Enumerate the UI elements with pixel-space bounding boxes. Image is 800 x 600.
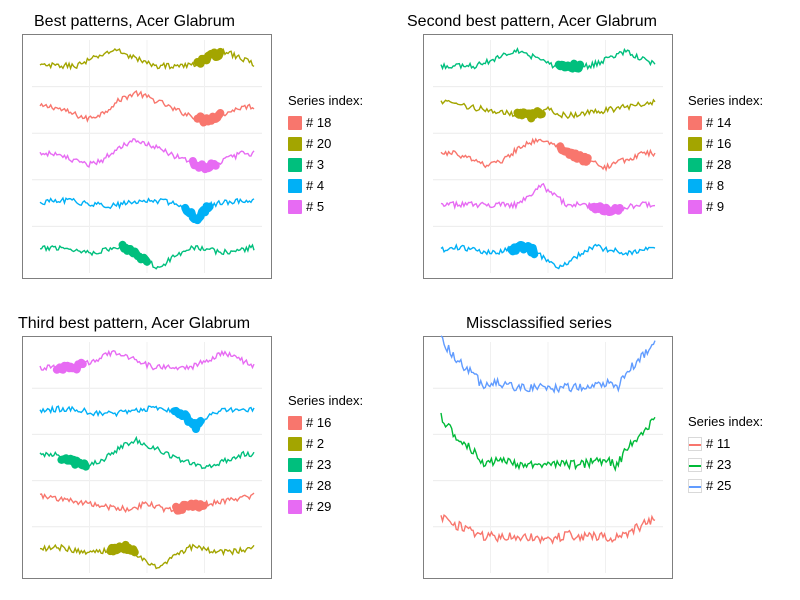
legend-key <box>688 457 702 472</box>
legend-item: # 16 <box>688 133 763 154</box>
legend-label: # 16 <box>706 136 732 151</box>
pattern-highlight-8 <box>507 240 539 259</box>
legend-label: # 28 <box>706 157 732 172</box>
pattern-highlight-23 <box>57 454 90 471</box>
legend-item: # 9 <box>688 196 763 217</box>
legend-label: # 11 <box>706 436 731 451</box>
legend-key <box>288 115 302 130</box>
legend-label: # 3 <box>306 157 325 172</box>
legend-item: # 11 <box>688 433 763 454</box>
series-line-16 <box>440 98 656 121</box>
pattern-highlight-14 <box>556 142 592 166</box>
legend-key <box>688 178 702 193</box>
legend-item: # 20 <box>288 133 363 154</box>
pattern-highlight-28 <box>554 59 585 73</box>
legend-key <box>688 478 702 493</box>
legend-item: # 16 <box>288 412 363 433</box>
legend-key <box>288 457 302 472</box>
series-line-16 <box>39 492 255 514</box>
legend-label: # 5 <box>306 199 325 214</box>
legend-label: # 9 <box>706 199 725 214</box>
chart-group-4 <box>433 335 663 573</box>
legend-title: Series index: <box>288 93 364 108</box>
pattern-highlight-4 <box>181 202 214 225</box>
series-line-2 <box>39 542 255 570</box>
panel-title-1: Best patterns, Acer Glabrum <box>34 13 235 30</box>
legend-label: # 28 <box>306 478 332 493</box>
pattern-highlight-28 <box>170 406 205 433</box>
chart-group-2 <box>433 40 663 273</box>
legend-item: # 4 <box>288 175 363 196</box>
chart-group-3 <box>32 342 262 573</box>
pattern-highlight-9 <box>588 202 624 217</box>
legend-item: # 8 <box>688 175 763 196</box>
pattern-highlight-20 <box>193 47 225 68</box>
panel-title-2: Second best pattern, Acer Glabrum <box>407 13 657 30</box>
legend-1: Series index: # 18 # 20 # 3 # 4 # 5 <box>288 93 363 217</box>
legend-key <box>688 136 702 151</box>
pattern-highlight-29 <box>52 358 87 374</box>
legend-key <box>288 178 302 193</box>
legend-label: # 29 <box>306 499 332 514</box>
legend-label: # 23 <box>706 457 732 472</box>
legend-key <box>288 436 302 451</box>
legend-label: # 14 <box>706 115 732 130</box>
legend-key <box>288 415 302 430</box>
legend-key <box>288 157 302 172</box>
legend-key <box>288 499 302 514</box>
legend-4: Series index: # 11 # 23 # 25 <box>688 414 763 496</box>
series-line-4 <box>39 196 255 222</box>
legend-item: # 14 <box>688 112 763 133</box>
series-line-28 <box>440 46 656 71</box>
legend-label: # 8 <box>706 178 725 193</box>
legend-item: # 29 <box>288 496 363 517</box>
legend-item: # 3 <box>288 154 363 175</box>
pattern-highlight-16 <box>513 107 546 123</box>
legend-key <box>288 199 302 214</box>
legend-item: # 28 <box>288 475 363 496</box>
pattern-highlight-3 <box>118 240 151 266</box>
series-line-8 <box>440 243 656 270</box>
legend-item: # 2 <box>288 433 363 454</box>
panel-title-4: Missclassified series <box>466 315 612 332</box>
legend-item: # 25 <box>688 475 763 496</box>
series-line-25 <box>440 335 656 394</box>
chart-group-1 <box>32 40 262 273</box>
legend-key <box>688 157 702 172</box>
legend-label: # 16 <box>306 415 332 430</box>
legend-item: # 23 <box>288 454 363 475</box>
pattern-highlight-16 <box>172 499 208 515</box>
panel-title-3: Third best pattern, Acer Glabrum <box>18 315 251 332</box>
legend-2: Series index: # 14 # 16 # 28 # 8 # 9 <box>688 93 763 217</box>
legend-item: # 28 <box>688 154 763 175</box>
legend-key <box>288 136 302 151</box>
legend-item: # 23 <box>688 454 763 475</box>
legend-label: # 18 <box>306 115 332 130</box>
legend-label: # 4 <box>306 178 325 193</box>
pattern-highlight-5 <box>188 157 220 174</box>
series-line-28 <box>39 404 255 430</box>
legend-item: # 5 <box>288 196 363 217</box>
legend-label: # 20 <box>306 136 332 151</box>
legend-item: # 18 <box>288 112 363 133</box>
legend-key <box>688 115 702 130</box>
legend-3: Series index: # 16 # 2 # 23 # 28 # 29 <box>288 393 363 517</box>
legend-key <box>688 436 702 451</box>
legend-label: # 25 <box>706 478 732 493</box>
legend-key <box>688 199 702 214</box>
pattern-highlight-18 <box>193 108 225 127</box>
legend-label: # 23 <box>306 457 332 472</box>
legend-key <box>288 478 302 493</box>
legend-title: Series index: <box>688 414 764 429</box>
legend-title: Series index: <box>288 393 364 408</box>
pattern-highlight-2 <box>106 540 139 557</box>
series-line-11 <box>440 513 656 545</box>
legend-title: Series index: <box>688 93 764 108</box>
series-line-14 <box>440 137 656 172</box>
series-line-23 <box>440 412 656 473</box>
legend-label: # 2 <box>306 436 325 451</box>
